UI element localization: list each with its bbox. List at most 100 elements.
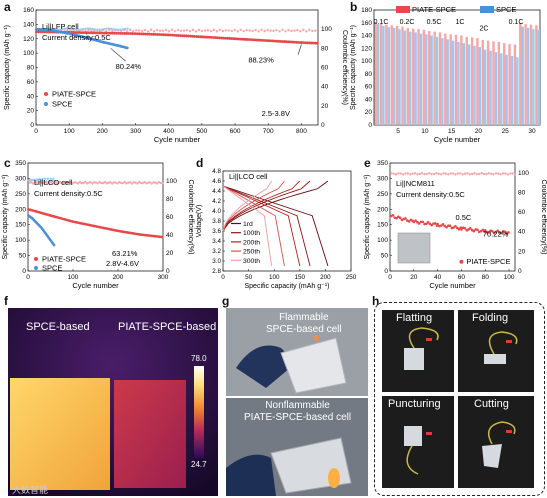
bar-spce: [473, 45, 476, 125]
capacity-point-piate: [169, 33, 173, 37]
discharge-curve: [222, 185, 273, 267]
capacity-point-piate: [163, 33, 167, 37]
capacity-point-piate: [73, 31, 77, 34]
y-tick-label: 140: [23, 21, 34, 28]
capacity-point-piate: [34, 30, 38, 34]
annotation-63: 63.21%: [112, 249, 138, 258]
capacity-point-piate: [36, 30, 40, 34]
ce-point-spce: [117, 28, 120, 31]
y2-tick-label: 60: [518, 209, 526, 216]
panel-letter-g: g: [222, 294, 230, 308]
bar-piate: [481, 40, 485, 125]
ce-point-piate: [40, 181, 44, 185]
ce-point-piate: [139, 181, 143, 185]
legend-marker-piate: [44, 92, 48, 96]
ce-point: [428, 172, 431, 175]
ce-point-spce: [89, 27, 92, 30]
ce-point-piate: [269, 29, 272, 32]
ce-point-piate: [266, 28, 269, 32]
legend-piate: PIATE-SPCE: [42, 255, 86, 264]
ce-point-piate: [248, 29, 251, 32]
capacity-point-piate: [154, 33, 157, 36]
bar-spce: [500, 53, 503, 125]
capacity-point-piate: [307, 41, 311, 45]
x-axis-label: Cycle number: [434, 135, 481, 144]
x-tick-label: 100: [68, 274, 79, 281]
rate-label: 0.1C: [509, 19, 524, 26]
capacity-point-piate: [292, 40, 296, 44]
ce-point-spce: [110, 27, 113, 30]
ce-point-piate: [154, 181, 157, 184]
ce-point-piate: [141, 181, 144, 185]
capacity-point-piate: [191, 34, 194, 38]
capacity-point-piate: [261, 38, 265, 42]
ce-point-piate: [132, 29, 135, 33]
pouch-cell: [280, 337, 347, 394]
capacity-point-piate: [85, 31, 89, 35]
capacity-point: [491, 230, 494, 233]
capacity-point-piate: [142, 32, 145, 36]
flammable-photo: Flammable SPCE-based cell: [226, 308, 368, 396]
ce-point-piate: [140, 29, 144, 33]
y2-tick-label: 20: [518, 248, 526, 255]
capacity-point: [503, 230, 507, 234]
x-tick-label: 100: [504, 274, 515, 281]
scale-min: 24.7: [191, 460, 207, 469]
ce-point: [454, 173, 457, 176]
x-tick-label: 300: [158, 274, 169, 281]
ce-point-spce: [86, 27, 90, 30]
capacity-point-piate: [253, 38, 257, 42]
panel-letter-h: h: [372, 294, 380, 308]
capacity-point: [412, 220, 416, 224]
x-tick-label: 20: [410, 274, 418, 281]
y-tick-label: 80: [27, 65, 35, 72]
x-tick-label: 800: [296, 128, 307, 135]
capacity-point-piate: [296, 40, 300, 44]
capacity-point: [460, 228, 463, 231]
ce-point: [444, 172, 448, 175]
ce-point-spce: [75, 28, 78, 31]
capacity-point-piate: [112, 31, 116, 35]
temperature-scale: [194, 366, 204, 458]
y-tick-label: 120: [23, 36, 34, 43]
legend-marker-spce: [44, 102, 48, 106]
capacity-point-piate: [173, 33, 177, 37]
rate-label: 2C: [480, 25, 489, 32]
y-tick-label: 350: [377, 160, 388, 167]
bar-piate: [460, 35, 463, 125]
bar-piate: [486, 40, 490, 125]
bar-spce: [403, 30, 407, 126]
spce-cell-thermal: [10, 378, 110, 490]
ce-point-spce: [53, 179, 56, 183]
x-tick-label: 600: [230, 128, 241, 135]
bar-piate: [529, 24, 533, 126]
ce-point-spce: [98, 28, 101, 31]
ce-point-piate: [188, 30, 192, 33]
capacity-point-piate: [222, 36, 226, 40]
capacity-point: [414, 219, 417, 222]
bar-piate: [476, 38, 479, 125]
capacity-point-piate: [278, 39, 282, 43]
x-tick-label: 300: [130, 128, 141, 135]
rate-label: 1C: [456, 19, 465, 26]
capacity-point: [500, 231, 503, 235]
thermal-image: SPCE-based PIATE-SPCE-based 78.0 24.7 大数…: [8, 308, 218, 496]
y-tick-label: 100: [23, 50, 34, 57]
ce-point-piate: [127, 181, 130, 184]
bar-piate: [374, 22, 377, 125]
ce-point: [475, 172, 479, 176]
capacity-point: [430, 223, 433, 227]
ce-point: [401, 173, 405, 176]
x-tick-label: 100: [269, 274, 280, 281]
bar-piate: [428, 31, 431, 125]
x-tick-label: 80: [482, 274, 490, 281]
ce-point-piate: [287, 28, 290, 32]
y-tick-label: 3.2: [212, 248, 221, 255]
ce-point-piate: [314, 29, 317, 32]
y-tick-label: 4.6: [212, 178, 221, 185]
capacity-point-piate: [280, 40, 284, 43]
capacity-point-piate: [309, 41, 313, 45]
cutting-label: Cutting: [474, 398, 509, 410]
ce-point-piate: [85, 182, 89, 185]
x-axis-label: Cycle number: [154, 135, 201, 144]
